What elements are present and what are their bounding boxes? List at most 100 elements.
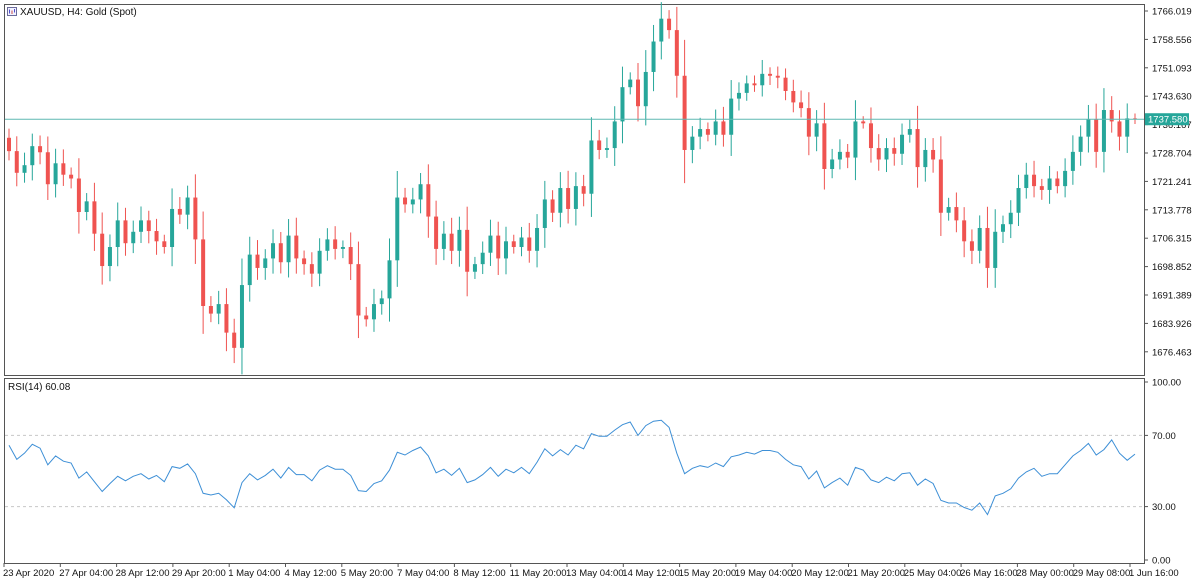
candle-body xyxy=(255,254,260,268)
candle-body xyxy=(418,184,423,200)
candle-body xyxy=(1024,174,1029,189)
candle-body xyxy=(1070,151,1075,171)
candle-body xyxy=(193,197,198,240)
candle-body xyxy=(566,188,571,209)
candle-body xyxy=(729,98,734,135)
rsi-tick-label: 70.00 xyxy=(1152,431,1176,442)
candle-body xyxy=(22,165,27,173)
candle-body xyxy=(698,129,703,137)
candle-body xyxy=(597,140,602,150)
price-tick-label: 1706.315 xyxy=(1152,234,1192,245)
candle-body xyxy=(969,241,974,251)
candle-body xyxy=(511,241,516,248)
candle-body xyxy=(449,233,454,251)
candle-body xyxy=(705,129,710,135)
candle-body xyxy=(744,83,749,93)
candle-body xyxy=(325,239,330,251)
candle-body xyxy=(131,231,136,244)
candle-body xyxy=(1117,121,1122,137)
candle-body xyxy=(139,220,144,232)
price-tick-label: 1691.389 xyxy=(1152,291,1192,302)
candle-body xyxy=(1039,186,1044,190)
candle-body xyxy=(1109,110,1114,122)
time-tick-label: 26 May 16:00 xyxy=(960,568,1018,579)
candle-body xyxy=(216,304,221,314)
time-tick-label: 29 May 08:00 xyxy=(1073,568,1131,579)
candle-body xyxy=(589,140,594,194)
candle-body xyxy=(263,258,268,268)
candle-body xyxy=(387,260,392,299)
candle-body xyxy=(822,123,827,169)
candle-body xyxy=(628,79,633,88)
candle-body xyxy=(61,163,66,175)
candle-body xyxy=(1094,119,1099,152)
candle-body xyxy=(550,199,555,213)
candle-body xyxy=(806,108,811,137)
candle-body xyxy=(993,231,998,268)
candle-body xyxy=(480,252,485,265)
candle-body xyxy=(667,18,672,31)
candle-body xyxy=(434,216,439,249)
candle-body xyxy=(799,102,804,109)
candle-body xyxy=(340,247,345,249)
time-x-axis: 23 Apr 2020 27 Apr 04:00 28 Apr 12:00 29 Ap… xyxy=(3,563,1179,579)
candle-body xyxy=(581,186,586,194)
candle-body xyxy=(690,136,695,150)
candle-body xyxy=(651,41,656,72)
time-tick-label: 25 May 04:00 xyxy=(904,568,962,579)
price-pane-frame xyxy=(4,4,1145,376)
candle-body xyxy=(403,197,408,205)
candle-body xyxy=(674,30,679,76)
candle-body xyxy=(53,163,58,185)
time-tick-label: 28 Apr 12:00 xyxy=(116,568,170,579)
candle-body xyxy=(232,332,237,348)
candle-body xyxy=(441,233,446,249)
price-y-axis: 1766.019 1758.556 1751.093 1743.630 1736.167… xyxy=(1144,7,1192,358)
candle-body xyxy=(861,121,866,124)
candle-body xyxy=(962,220,967,242)
candle-body xyxy=(30,146,35,166)
time-tick-label: 28 May 00:00 xyxy=(1016,568,1074,579)
current-price-line: 1737.580 xyxy=(5,113,1189,126)
candle-body xyxy=(1055,178,1060,187)
candle-body xyxy=(410,199,415,205)
time-tick-label: 13 May 04:00 xyxy=(566,568,624,579)
candle-body xyxy=(76,178,81,212)
rsi-tick-label: 0.00 xyxy=(1152,556,1171,567)
time-tick-label: 21 May 20:00 xyxy=(848,568,906,579)
symbol-caption: XAUUSD, H4: Gold (Spot) xyxy=(7,7,137,18)
time-tick-label: 7 May 04:00 xyxy=(397,568,449,579)
rsi-y-axis: 100.00 70.00 30.00 0.00 xyxy=(1144,378,1181,567)
candle-body xyxy=(915,129,920,168)
candle-body xyxy=(900,134,905,154)
candle-body xyxy=(356,264,361,316)
rsi-tick-label: 100.00 xyxy=(1152,378,1181,389)
price-tick-label: 1743.630 xyxy=(1152,92,1192,103)
price-tick-label: 1698.852 xyxy=(1152,262,1192,273)
candle-body xyxy=(472,264,477,272)
candle-body xyxy=(760,73,765,86)
candle-body xyxy=(783,77,788,91)
current-price-badge xyxy=(1145,113,1189,126)
candle-body xyxy=(395,197,400,261)
price-tick-label: 1713.778 xyxy=(1152,205,1192,216)
price-tick-label: 1766.019 xyxy=(1152,7,1192,18)
candle-body xyxy=(14,151,19,173)
candle-body xyxy=(84,201,89,212)
candle-body xyxy=(853,121,858,158)
candle-body xyxy=(814,123,819,137)
rsi-line-series xyxy=(8,419,1136,516)
candle-body xyxy=(775,75,780,78)
rsi-indicator-label: RSI(14) 60.08 xyxy=(8,382,71,393)
candle-body xyxy=(892,148,897,154)
candle-body xyxy=(791,90,796,103)
candle-body xyxy=(1063,170,1068,187)
candle-body xyxy=(309,264,314,274)
candle-body xyxy=(92,201,97,234)
candle-body xyxy=(876,148,881,160)
price-tick-label: 1683.926 xyxy=(1152,319,1192,330)
candle-body xyxy=(7,137,11,152)
price-tick-label: 1676.463 xyxy=(1152,347,1192,358)
